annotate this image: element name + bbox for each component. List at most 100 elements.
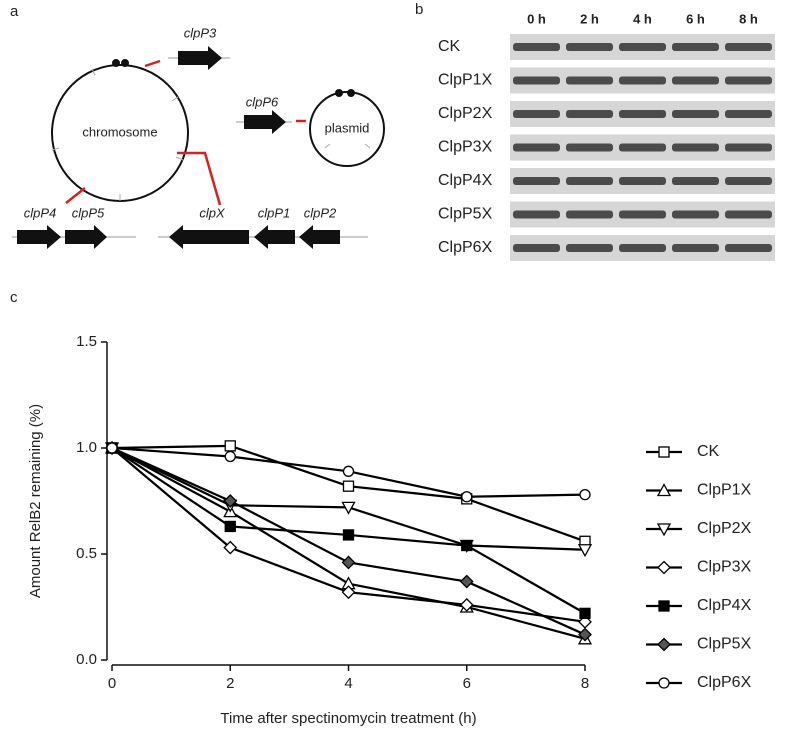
blot-band xyxy=(619,110,666,118)
data-point xyxy=(461,491,473,503)
gene-label: clpP6 xyxy=(246,94,279,109)
blot-band xyxy=(513,244,560,252)
legend-label: ClpP4X xyxy=(697,597,752,614)
legend-marker xyxy=(658,600,670,612)
blot-band xyxy=(513,110,560,118)
blot-band xyxy=(725,43,772,51)
legend-label: ClpP5X xyxy=(697,636,752,653)
blot-band xyxy=(619,76,666,85)
gene-arrow xyxy=(169,225,249,249)
data-point xyxy=(341,585,356,600)
blot-band xyxy=(672,244,719,252)
blot-band xyxy=(619,177,666,185)
legend-label: ClpP6X xyxy=(697,674,752,691)
data-point xyxy=(578,627,592,642)
legend-label: CK xyxy=(697,443,720,460)
blot-band xyxy=(513,43,560,51)
gene-label: clpP1 xyxy=(258,205,291,220)
genome-diagram xyxy=(12,46,385,249)
blot-band xyxy=(725,143,772,152)
y-tick-label: 1.5 xyxy=(76,333,97,350)
origin-dot xyxy=(347,89,355,97)
blot-band xyxy=(725,110,772,118)
y-axis-label: Amount RelB2 remaining (%) xyxy=(27,404,44,598)
legend-label: ClpP3X xyxy=(697,559,752,576)
time-label: 2 h xyxy=(580,11,599,26)
data-point xyxy=(342,529,355,541)
plasmid-circle xyxy=(309,91,385,167)
panel-label: c xyxy=(10,289,18,306)
blot-band xyxy=(672,43,719,51)
blot-band xyxy=(566,244,613,252)
legend-marker xyxy=(658,446,670,458)
legend-marker xyxy=(657,560,671,575)
gene-arrow xyxy=(299,225,340,249)
plasmid-label: plasmid xyxy=(325,120,370,135)
gene-label: clpP5 xyxy=(72,205,105,220)
legend-marker xyxy=(656,483,672,497)
x-tick-label: 6 xyxy=(463,675,471,692)
gene-arrow xyxy=(254,225,295,249)
blot-band xyxy=(725,244,772,252)
origin-dot xyxy=(121,59,129,67)
data-point xyxy=(459,597,474,612)
blot-band xyxy=(672,110,719,118)
gene-label: clpP4 xyxy=(24,205,57,220)
x-tick-label: 0 xyxy=(108,675,116,692)
x-tick-label: 4 xyxy=(344,675,352,692)
gene-arrow xyxy=(178,46,222,70)
gene-arrow xyxy=(65,225,107,249)
data-point xyxy=(224,520,236,533)
blot-band xyxy=(566,110,613,118)
data-point xyxy=(461,539,473,552)
gene-label: clpP3 xyxy=(184,25,217,40)
data-point xyxy=(224,450,236,463)
origin-dot xyxy=(112,59,120,67)
blot-band xyxy=(672,210,719,219)
time-label: 0 h xyxy=(527,11,546,26)
blot-band xyxy=(513,210,560,219)
row-label: ClpP1X xyxy=(438,72,493,89)
line-chart: 0.0 0.5 1.0 1.5 0 2 4 6 8 Time after spectinomyci… xyxy=(27,333,752,727)
blot-band xyxy=(566,76,613,85)
data-point xyxy=(579,488,591,501)
data-point xyxy=(223,494,238,508)
blot-band xyxy=(672,76,719,85)
blot-band xyxy=(566,143,613,152)
y-tick-label: 1.0 xyxy=(76,439,97,456)
blot-band xyxy=(725,76,772,85)
legend-label: ClpP2X xyxy=(697,520,752,537)
panel-label: b xyxy=(415,1,423,18)
legend-label: ClpP1X xyxy=(697,482,752,499)
data-point xyxy=(459,574,474,589)
origin-dot xyxy=(335,89,343,97)
row-label: CK xyxy=(438,38,461,55)
blot-band xyxy=(725,177,772,185)
data-point xyxy=(579,607,591,620)
legend-marker xyxy=(657,637,671,652)
x-axis-label: Time after spectinomycin treatment (h) xyxy=(220,710,476,727)
gene-label: clpP2 xyxy=(304,205,337,220)
gene-arrow xyxy=(244,110,286,134)
data-point xyxy=(577,544,593,558)
time-label: 4 h xyxy=(633,11,652,26)
blot-band xyxy=(566,43,613,51)
data-point xyxy=(106,442,118,454)
time-label: 8 h xyxy=(739,11,758,26)
data-point xyxy=(342,465,355,477)
data-point xyxy=(223,540,238,555)
row-label: ClpP4X xyxy=(438,172,493,189)
x-tick-label: 8 xyxy=(581,675,589,692)
blot-band xyxy=(619,210,666,219)
blot-band xyxy=(619,143,666,152)
legend-marker xyxy=(658,677,670,689)
y-tick-label: 0.0 xyxy=(76,651,97,668)
blot-band xyxy=(513,177,560,185)
blot-band xyxy=(672,177,719,185)
time-label: 6 h xyxy=(686,11,705,26)
row-label: ClpP3X xyxy=(438,139,493,156)
blot-band xyxy=(619,244,666,252)
blot-band xyxy=(566,177,613,185)
data-point xyxy=(342,480,355,492)
